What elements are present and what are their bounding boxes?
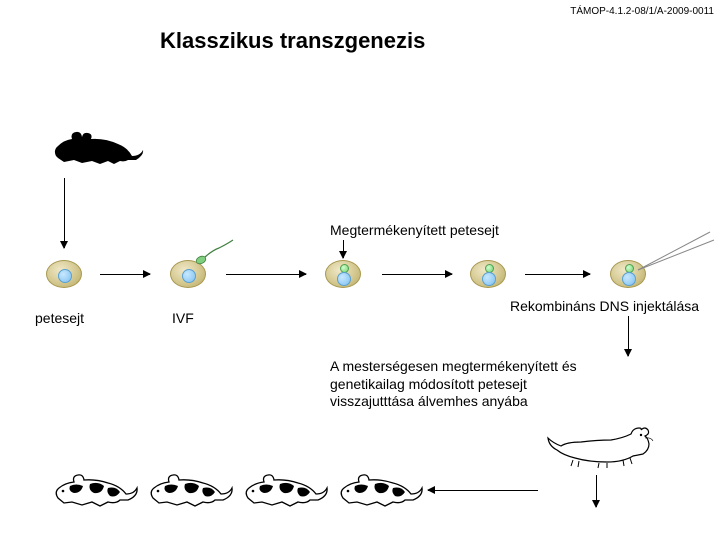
egg-cell-fertilized xyxy=(325,260,361,288)
spotted-mouse-icon xyxy=(50,466,140,514)
nucleus-blue-icon xyxy=(58,269,72,283)
sperm-icon xyxy=(195,238,235,266)
egg-cell xyxy=(46,260,82,288)
arrow-right xyxy=(382,274,452,275)
arrow-down-to-mouse xyxy=(628,316,629,356)
spotted-mouse-icon xyxy=(335,466,425,514)
spotted-mouse-icon xyxy=(145,466,235,514)
arrow-right xyxy=(525,274,590,275)
needle-icon xyxy=(636,228,716,272)
page-title: Klasszikus transzgenezis xyxy=(160,28,425,54)
black-mouse-icon xyxy=(50,120,145,168)
arrow-down-mouse xyxy=(596,475,597,507)
arrow-right xyxy=(100,274,150,275)
label-petesejt: petesejt xyxy=(35,310,84,326)
white-mouse-icon xyxy=(545,418,655,473)
nucleus-blue-icon xyxy=(482,272,496,286)
header-code: TÁMOP-4.1.2-08/1/A-2009-0011 xyxy=(570,6,714,17)
label-ivf: IVF xyxy=(172,310,194,326)
nucleus-blue-icon xyxy=(622,272,636,286)
label-rekomb: Rekombináns DNS injektálása xyxy=(510,298,699,314)
label-line xyxy=(343,240,344,258)
nucleus-blue-icon xyxy=(337,272,351,286)
label-return: A mesterségesen megtermékenyített és gen… xyxy=(330,358,610,411)
nucleus-blue-icon xyxy=(182,269,196,283)
arrow-mouse-to-egg xyxy=(64,178,65,248)
arrow-left xyxy=(428,490,538,491)
egg-cell-fertilized xyxy=(470,260,506,288)
spotted-mouse-icon xyxy=(240,466,330,514)
arrow-right xyxy=(226,274,306,275)
label-fertilized: Megtermékenyített petesejt xyxy=(330,222,499,238)
